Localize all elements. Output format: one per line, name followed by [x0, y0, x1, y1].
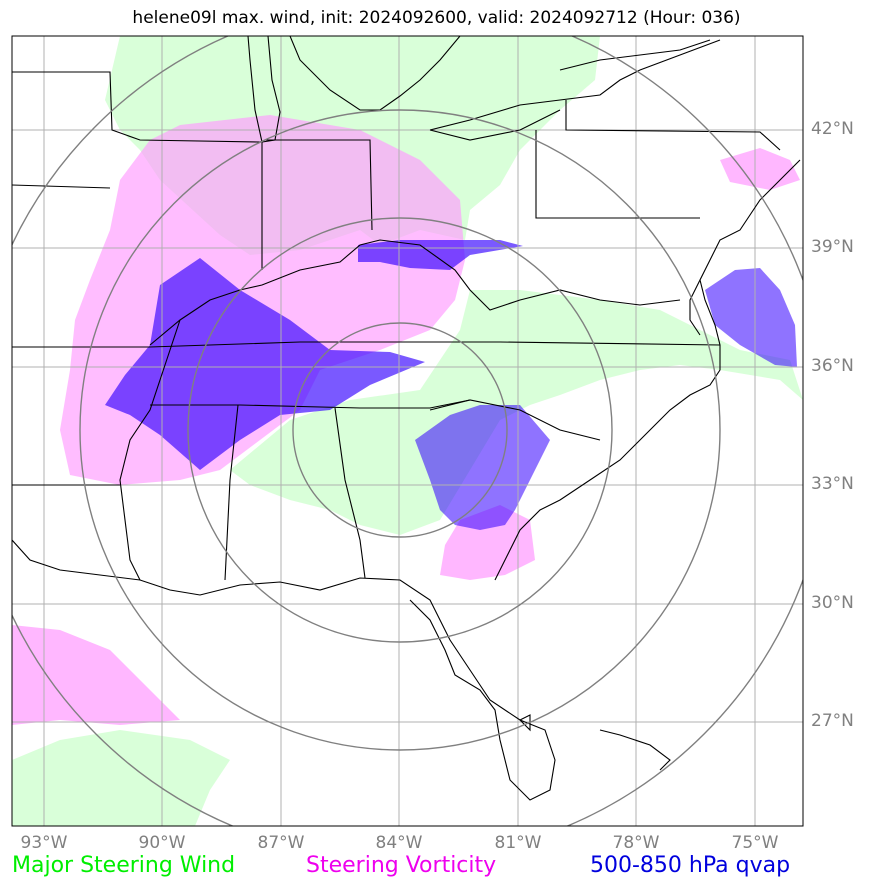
- steering-wind-south: [230, 290, 803, 535]
- lon-label-84w: 84°W: [375, 833, 423, 853]
- qvap-atlantic: [705, 268, 797, 367]
- lon-label-78w: 78°W: [612, 833, 660, 853]
- legend-steering-vorticity: Steering Vorticity: [306, 853, 497, 878]
- lat-label-27n: 27°N: [811, 711, 854, 731]
- lat-label-39n: 39°N: [811, 237, 854, 257]
- lon-label-81w: 81°W: [494, 833, 542, 853]
- lat-label-30n: 30°N: [811, 593, 854, 613]
- plot-title: helene09l max. wind, init: 2024092600, v…: [132, 8, 741, 28]
- vorticity-gulf: [12, 625, 180, 725]
- lon-label-75w: 75°W: [731, 833, 779, 853]
- steering-wind-gulf: [12, 730, 230, 826]
- coastlines-and-borders: [12, 36, 801, 801]
- qvap-west: [105, 258, 425, 470]
- qvap-georgia: [415, 405, 550, 530]
- vorticity-northeast: [720, 148, 800, 190]
- lon-label-90w: 90°W: [138, 833, 186, 853]
- lon-label-87w: 87°W: [257, 833, 305, 853]
- legend-steering-wind: Major Steering Wind: [12, 853, 236, 878]
- gridlines: [12, 36, 803, 826]
- map-frame: [11, 35, 804, 827]
- lat-label-36n: 36°N: [811, 356, 854, 376]
- legend-qvap: 500-850 hPa qvap: [590, 853, 791, 878]
- range-rings: [12, 36, 803, 826]
- lat-label-42n: 42°N: [811, 119, 854, 139]
- lon-label-93w: 93°W: [20, 833, 68, 853]
- lat-label-33n: 33°N: [811, 474, 854, 494]
